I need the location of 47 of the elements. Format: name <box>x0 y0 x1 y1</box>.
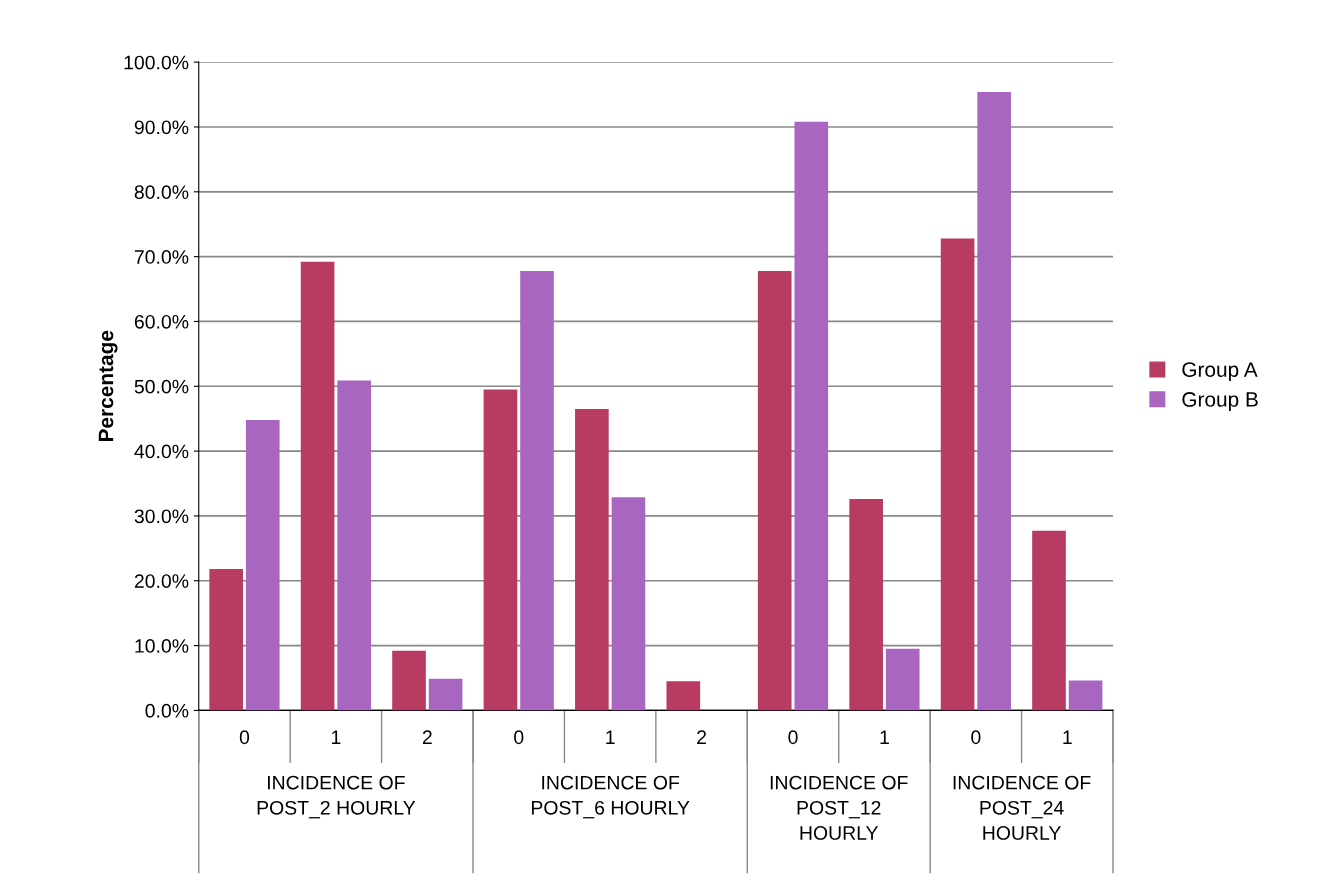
x-tick-label: 1 <box>331 730 341 744</box>
bar <box>757 270 792 711</box>
text: INCIDENCE OF POST_2 HOURLY <box>257 775 416 819</box>
x-tick-label: 0 <box>788 730 798 745</box>
bar <box>611 497 646 711</box>
legend-label: Group B <box>1182 392 1258 411</box>
y-tick-label: 10.0% <box>135 639 189 653</box>
y-axis-title: Percentage <box>98 330 118 442</box>
x-tick-label: 2 <box>697 730 707 744</box>
y-tick-label: 100.0% <box>124 55 189 70</box>
bar <box>940 238 975 711</box>
text: INCIDENCE OF POST_24 HOURLY <box>953 775 1091 840</box>
y-tick-label: 90.0% <box>134 120 189 135</box>
x-tick-label: 1 <box>1063 730 1072 744</box>
y-tick-label: 50.0% <box>134 379 189 394</box>
bar <box>209 569 243 711</box>
bar <box>885 648 920 711</box>
y-tick-label: 20.0% <box>134 574 189 588</box>
y-tick-label: 60.0% <box>134 314 189 329</box>
x-tick-label: 0 <box>971 730 981 745</box>
bar <box>428 678 463 711</box>
y-tick-label: 40.0% <box>134 444 189 459</box>
x-tick-label: 0 <box>514 730 524 745</box>
y-tick-label: 70.0% <box>134 250 189 264</box>
bar <box>849 499 883 711</box>
x-tick-label: 1 <box>606 730 615 744</box>
bar <box>483 389 518 711</box>
bar <box>794 121 829 711</box>
bar <box>337 380 371 711</box>
x-tick-label: 0 <box>239 730 250 745</box>
x-tick-label: 2 <box>422 730 432 744</box>
bar <box>245 419 280 711</box>
bar <box>977 91 1011 711</box>
bar <box>392 650 426 711</box>
bar <box>520 270 554 711</box>
text: INCIDENCE OF POST_12 HOURLY <box>770 775 908 840</box>
text: INCIDENCE OF POST_6 HOURLY <box>531 775 690 819</box>
y-tick-label: 0.0% <box>145 703 189 718</box>
y-tick-label: 30.0% <box>134 509 189 524</box>
bar <box>666 681 701 711</box>
bar <box>300 261 335 711</box>
bar <box>575 408 609 711</box>
x-tick-label: 1 <box>880 730 889 744</box>
legend-label: Group A <box>1182 362 1258 382</box>
bar <box>1032 530 1066 711</box>
y-tick-label: 80.0% <box>134 185 189 200</box>
bar <box>1068 680 1103 711</box>
